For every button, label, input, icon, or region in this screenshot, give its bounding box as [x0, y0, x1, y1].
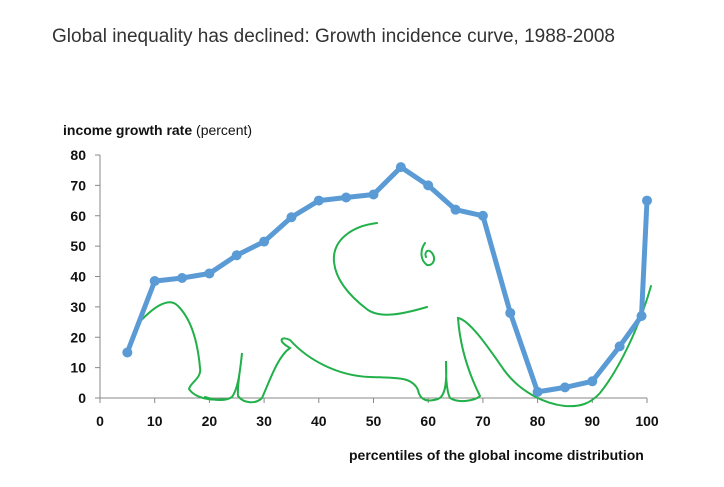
y-axis-title: income growth rate (percent): [63, 122, 252, 138]
y-tick-label: 80: [70, 147, 86, 163]
x-tick-label: 40: [311, 413, 327, 429]
data-point: [231, 250, 242, 261]
x-tick-label: 100: [635, 413, 659, 429]
data-point: [313, 195, 324, 206]
elephant-leg-left-stroke: [204, 352, 263, 404]
elephant-trunk-stroke: [135, 301, 225, 401]
y-axis-title-unit: (percent): [192, 122, 252, 138]
data-point: [642, 195, 652, 206]
x-axis-title: percentiles of the global income distrib…: [349, 447, 644, 463]
elephant-ear-stroke: [332, 222, 428, 316]
x-tick-label: 30: [256, 413, 272, 429]
data-point: [149, 276, 160, 287]
series-line: [124, 164, 650, 395]
x-tick-label: 10: [147, 413, 163, 429]
elephant-eye-stroke: [420, 242, 436, 267]
x-tick-label: 20: [202, 413, 218, 429]
data-point: [477, 210, 488, 221]
x-tick-label: 70: [475, 413, 491, 429]
y-tick-label: 20: [70, 329, 86, 345]
axes: 0 10 20 30 40 50 60 70 80 0 10 20 30 40 50 60 70 80 90 100: [70, 147, 658, 429]
data-point: [395, 162, 406, 173]
x-tick-label: 80: [530, 413, 546, 429]
y-tick-label: 60: [70, 208, 86, 224]
x-tick-label: 50: [366, 413, 382, 429]
data-point: [450, 204, 461, 215]
y-tick-label: 0: [78, 390, 86, 406]
y-tick-label: 70: [70, 177, 86, 193]
data-point: [532, 386, 543, 397]
x-tick-label: 60: [420, 413, 436, 429]
data-point: [341, 192, 352, 203]
data-point: [286, 212, 297, 223]
data-point: [204, 268, 215, 279]
data-point: [423, 180, 434, 191]
data-point: [505, 307, 516, 318]
data-point: [587, 376, 598, 387]
growth-series: [122, 162, 652, 397]
y-tick-label: 30: [70, 299, 86, 315]
data-point: [614, 341, 625, 352]
elephant-annotation: [135, 222, 652, 408]
data-point: [122, 347, 133, 358]
elephant-belly-stroke: [261, 285, 652, 408]
axis-labels: income growth rate (percent) percentiles…: [63, 122, 644, 463]
y-tick-label: 50: [70, 238, 86, 254]
y-axis-title-bold: income growth rate: [63, 122, 192, 138]
data-point: [636, 310, 647, 321]
page-title: Global inequality has declined: Growth i…: [52, 26, 615, 47]
data-point: [177, 273, 188, 284]
x-tick-label: 0: [96, 413, 104, 429]
y-tick-label: 40: [70, 269, 86, 285]
data-point: [368, 189, 379, 200]
x-tick-label: 90: [585, 413, 601, 429]
y-tick-label: 10: [70, 360, 86, 376]
data-point: [559, 382, 570, 393]
data-point: [259, 236, 270, 247]
